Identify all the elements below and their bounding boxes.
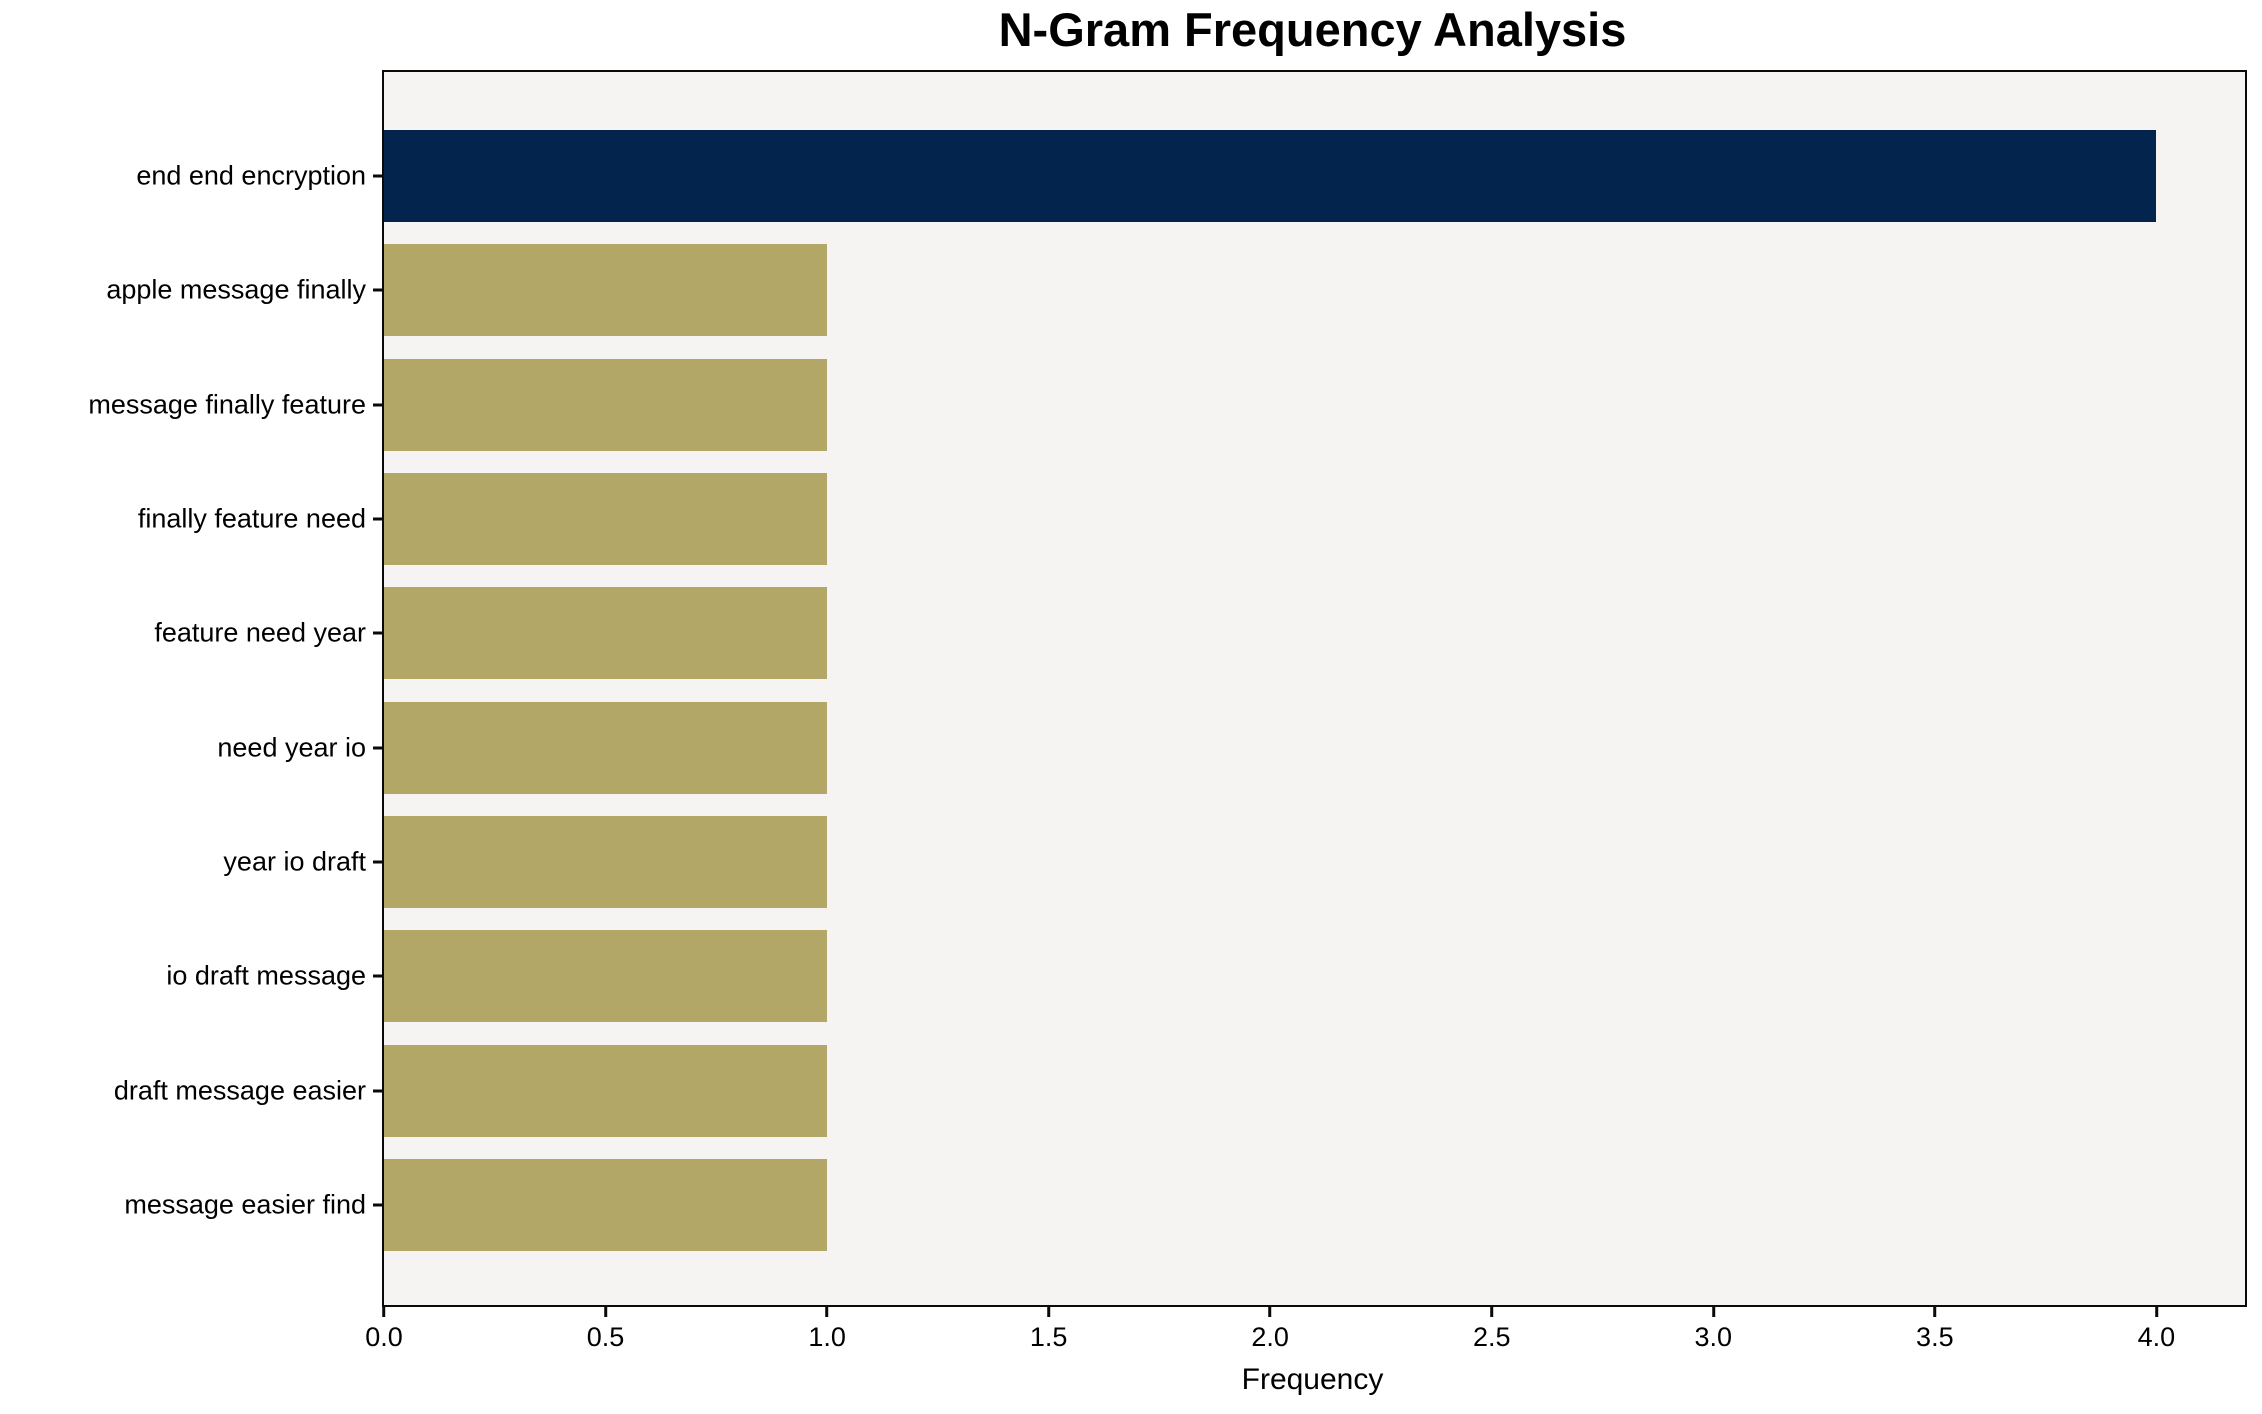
y-axis-label: message finally feature xyxy=(88,389,366,420)
y-axis-tick-mark xyxy=(373,974,382,978)
x-axis-tick: 1.5 xyxy=(1029,1307,1068,1352)
y-axis-tick-mark xyxy=(373,631,382,635)
plot-area: end end encryption apple message finally m… xyxy=(88,70,2247,1351)
bar-row: feature need year xyxy=(154,587,2245,680)
y-axis-label: apple message finally xyxy=(106,274,366,305)
bar xyxy=(384,701,828,794)
x-axis-tick: 2.5 xyxy=(1473,1307,1511,1351)
y-axis-label: feature need year xyxy=(154,617,366,648)
x-axis-tick: 4.0 xyxy=(2137,1307,2176,1352)
chart-title: N-Gram Frequency Analysis xyxy=(998,3,1627,56)
y-axis-tick-mark xyxy=(373,403,382,407)
bar xyxy=(384,1044,828,1137)
y-axis-label: finally feature need xyxy=(137,503,366,534)
bar-row: apple message finally xyxy=(106,244,2245,337)
x-axis-tick-mark xyxy=(825,1307,829,1317)
y-axis-label: end end encryption xyxy=(136,160,366,191)
y-axis-label: io draft message xyxy=(166,960,366,991)
y-axis-tick-mark xyxy=(373,288,382,292)
bar xyxy=(384,358,828,451)
bar xyxy=(384,930,828,1023)
x-axis-tick-mark xyxy=(1047,1307,1051,1317)
bar xyxy=(384,130,2157,222)
bar-row: io draft message xyxy=(166,930,2245,1023)
bar-row: year io draft xyxy=(223,815,2245,908)
bar xyxy=(384,587,828,680)
x-axis-tick-label: 1.5 xyxy=(1029,1322,1068,1352)
x-axis-tick-label: 1.0 xyxy=(808,1322,846,1352)
x-axis-tick: 2.0 xyxy=(1251,1307,1289,1351)
bar xyxy=(384,1158,828,1251)
x-axis-tick-label: 0.0 xyxy=(365,1322,403,1352)
bar-row: end end encryption xyxy=(136,130,2245,222)
bar-row: message finally feature xyxy=(88,358,2245,451)
y-axis-label: message easier find xyxy=(124,1189,366,1220)
bar-row: draft message easier xyxy=(114,1044,2245,1137)
x-axis-tick: 3.5 xyxy=(1916,1307,1954,1351)
y-axis-tick-mark xyxy=(373,517,382,521)
bar-row: finally feature need xyxy=(138,472,2245,565)
x-axis-tick: 0.5 xyxy=(586,1307,625,1352)
bar-row: need year io xyxy=(217,701,2245,794)
y-axis-tick-mark xyxy=(373,1089,382,1093)
x-axis-tick: 3.0 xyxy=(1694,1307,1733,1352)
bar-row: message easier find xyxy=(124,1158,2245,1251)
y-axis-tick-mark xyxy=(373,1203,382,1207)
x-axis-tick-label: 0.5 xyxy=(586,1322,625,1352)
x-axis-tick: 0.0 xyxy=(365,1307,403,1351)
y-axis-tick-mark xyxy=(373,174,382,178)
bar xyxy=(384,244,828,337)
y-axis-tick-mark xyxy=(373,860,382,864)
y-axis-label: draft message easier xyxy=(113,1075,366,1106)
bar xyxy=(384,815,828,908)
x-axis-tick-mark xyxy=(1711,1307,1715,1317)
y-axis-label: need year io xyxy=(217,732,366,763)
bar xyxy=(384,472,828,565)
x-axis-tick-mark xyxy=(1490,1307,1494,1317)
x-axis-tick-mark xyxy=(2154,1307,2158,1317)
x-axis-tick-label: 2.0 xyxy=(1251,1322,1289,1352)
x-axis-tick-label: 3.5 xyxy=(1916,1322,1954,1352)
x-axis-tick-label: 3.0 xyxy=(1694,1322,1733,1352)
y-axis-tick-mark xyxy=(373,746,382,750)
y-axis-label: year io draft xyxy=(223,846,366,877)
x-axis-tick: 1.0 xyxy=(808,1307,846,1351)
x-axis-tick-label: 4.0 xyxy=(2137,1322,2176,1352)
x-axis-tick-mark xyxy=(1933,1307,1937,1317)
x-axis-tick-mark xyxy=(1268,1307,1272,1317)
bars-layer: end end encryption apple message finally m… xyxy=(88,72,2245,1305)
x-axis-label: Frequency xyxy=(1241,1363,1384,1396)
x-axis-tick-mark xyxy=(382,1307,386,1317)
x-axis-tick-label: 2.5 xyxy=(1472,1322,1511,1352)
x-axis-tick-mark xyxy=(604,1307,608,1317)
